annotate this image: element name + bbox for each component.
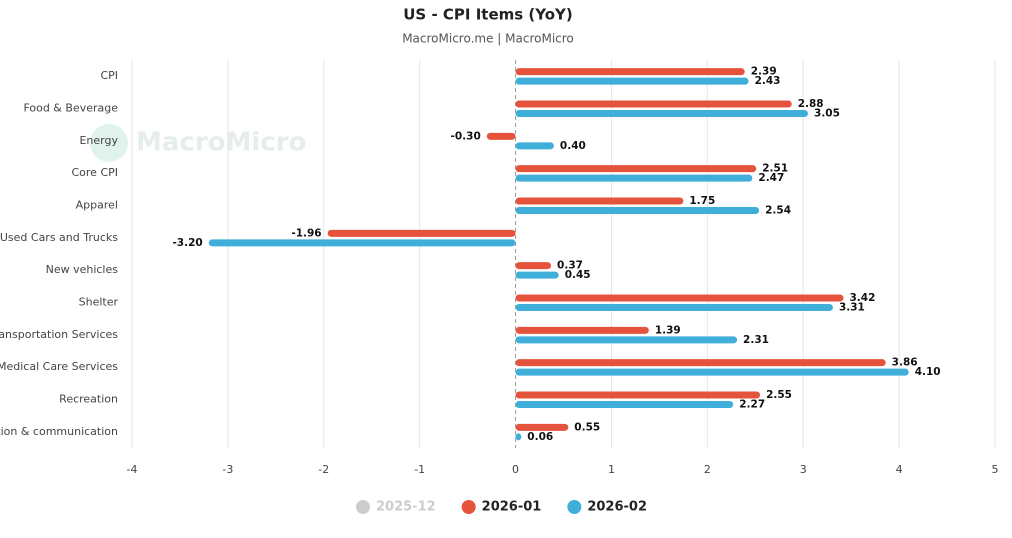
value-label: 4.10 [915,366,941,378]
value-label: 2.51 [762,163,788,175]
legend-label[interactable]: 2025-12 [376,500,436,515]
bar [515,304,833,311]
y-tick-label: Recreation [59,393,118,406]
bar [515,401,734,408]
y-tick-label: Education & communication [0,425,118,438]
y-tick-label: CPI [100,69,118,82]
value-label: 2.47 [758,172,784,184]
legend-marker[interactable] [356,500,370,514]
value-label: 0.37 [557,260,583,272]
value-label: 1.39 [655,324,681,336]
x-tick-label: -4 [127,463,138,476]
bar [515,142,554,150]
bar [486,132,516,140]
y-tick-label: Medical Care Services [0,360,118,373]
y-tick-label: Food & Beverage [23,102,118,115]
bar [208,239,516,247]
value-label: -3.20 [172,237,202,249]
value-label: 2.39 [751,66,777,78]
value-label: 2.55 [766,389,792,401]
bar [515,433,522,441]
chart-subtitle: MacroMicro.me | MacroMicro [402,32,574,46]
bar [515,207,760,214]
y-tick-label: Shelter [79,296,119,309]
bar [515,174,753,182]
value-label: -0.30 [451,130,481,142]
bar [515,197,684,205]
x-tick-label: 3 [800,463,807,476]
value-label: 3.42 [849,292,875,304]
legend-label[interactable]: 2026-01 [482,500,542,515]
bar [515,68,745,76]
x-tick-label: 1 [608,463,615,476]
bar [515,359,886,367]
y-tick-label: Used Cars and Trucks [0,231,118,244]
bar [515,423,569,431]
x-tick-label: -1 [414,463,425,476]
value-label: 1.75 [689,195,715,207]
bar [515,77,749,85]
bar [515,100,792,108]
bar [515,294,844,302]
chart-title: US - CPI Items (YoY) [403,6,573,24]
x-tick-label: 5 [992,463,999,476]
y-tick-label: Transportation Services [0,328,118,341]
value-label: -1.96 [291,227,321,239]
value-label: 3.31 [839,302,865,314]
watermark: MacroMicro [136,128,306,158]
value-label: 2.54 [765,205,791,217]
y-tick-label: Core CPI [71,166,118,179]
value-label: 2.31 [743,334,769,346]
y-tick-label: Energy [79,134,118,147]
bar [515,110,809,117]
watermark-logo [90,124,128,162]
value-label: 0.06 [527,431,553,443]
x-tick-label: -2 [318,463,329,476]
value-label: 2.27 [739,399,765,411]
x-tick-label: 4 [896,463,903,476]
bar [515,368,909,376]
legend-marker[interactable] [567,500,582,514]
x-tick-label: 0 [512,463,519,476]
value-label: 0.45 [565,269,591,281]
value-label: 0.40 [560,140,586,152]
bar [515,165,757,173]
bar [515,336,738,344]
legend-label[interactable]: 2026-02 [587,500,647,515]
value-label: 2.88 [798,98,824,110]
value-label: 3.05 [814,108,840,120]
legend-marker[interactable] [461,500,476,514]
bar [515,326,649,334]
x-tick-label: -3 [222,463,233,476]
bar [515,262,552,270]
y-tick-label: Apparel [76,199,118,212]
value-label: 0.55 [574,421,600,433]
y-tick-label: New vehicles [46,263,119,276]
value-label: 2.43 [755,75,781,87]
bar [515,391,761,399]
bar [327,229,516,237]
x-tick-label: 2 [704,463,711,476]
value-label: 3.86 [892,357,918,369]
bar [515,271,559,279]
